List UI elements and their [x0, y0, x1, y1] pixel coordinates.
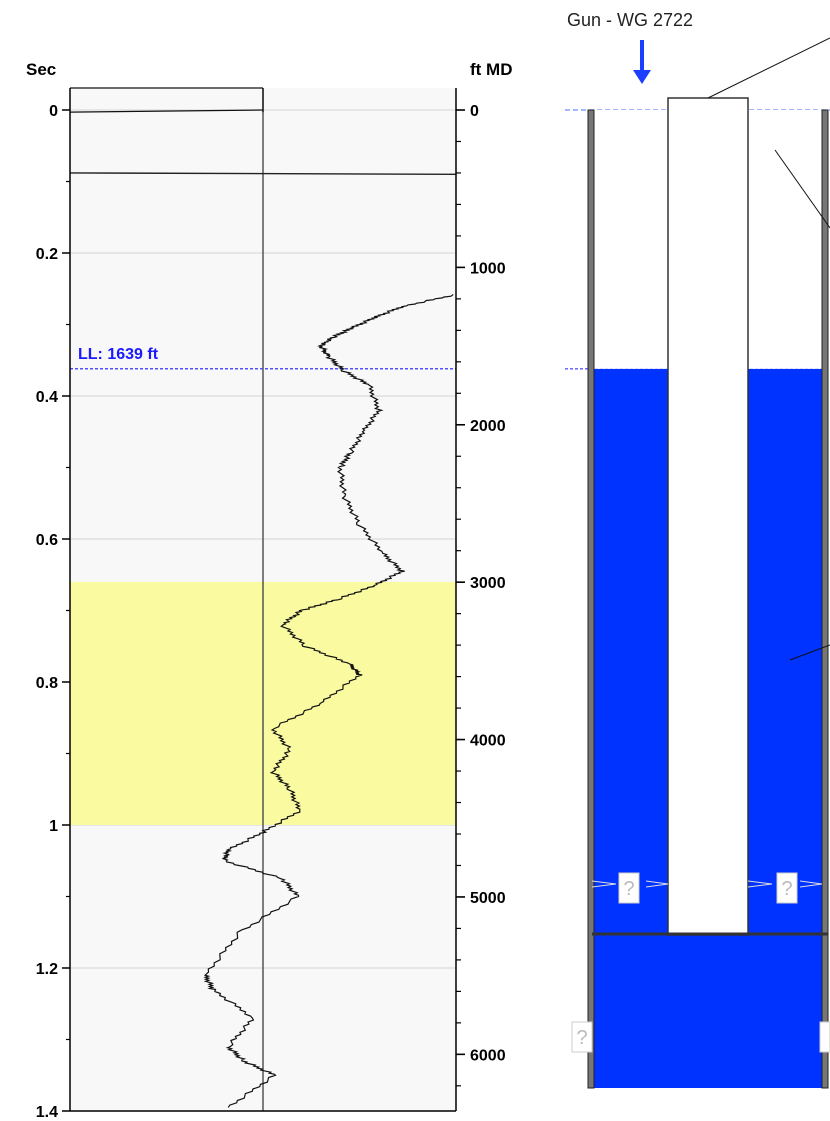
marker-wire: [799, 880, 823, 885]
gun-arrow-head: [633, 70, 651, 84]
right-tick-label: 4000: [470, 733, 506, 750]
right-tick-label: 0: [470, 103, 479, 120]
marker-wire: [591, 880, 617, 885]
casing-wall-right: [821, 109, 829, 1089]
callout-line: [707, 37, 830, 99]
unknown-marker: [618, 872, 640, 904]
left-tick-label: 0.4: [36, 389, 58, 406]
marker-wire: [799, 883, 823, 888]
trace-reflection-line: [69, 172, 457, 176]
left-tick-label: 1.4: [36, 1104, 58, 1121]
callout-line: [774, 149, 830, 229]
trace-initial-segment: [69, 109, 264, 113]
right-tick-label: 5000: [470, 890, 506, 907]
right-tick-label: 3000: [470, 575, 506, 592]
unknown-marker: [776, 872, 798, 904]
left-tick-label: 0: [49, 103, 58, 120]
gun-label: Gun - WG 2722: [567, 10, 694, 30]
left-tick-label: 0.8: [36, 675, 58, 692]
marker-wire: [747, 883, 773, 888]
unknown-marker-text: ?: [576, 1027, 587, 1049]
left-tick-label: 0.2: [36, 246, 58, 263]
unknown-marker-partial: [819, 1021, 830, 1053]
marker-wire: [591, 883, 617, 888]
right-tick-label: 1000: [470, 260, 506, 277]
unknown-marker: [571, 1021, 593, 1053]
marker-wire: [747, 880, 773, 885]
callout-line: [789, 644, 830, 661]
left-tick-label: 1: [49, 818, 58, 835]
marker-wire: [645, 883, 669, 888]
acoustic-trace: [203, 294, 454, 1108]
tubing: [667, 97, 749, 936]
casing-wall-left: [587, 109, 595, 1089]
unknown-marker-text: ?: [781, 878, 792, 900]
right-axis-title: ft MD: [470, 60, 513, 79]
right-tick-label: 6000: [470, 1047, 506, 1064]
right-tick-label: 2000: [470, 418, 506, 435]
left-axis-title: Sec: [26, 60, 57, 79]
marker-wire: [645, 880, 669, 885]
unknown-marker-text: ?: [623, 878, 634, 900]
left-tick-label: 1.2: [36, 961, 58, 978]
left-tick-label: 0.6: [36, 532, 58, 549]
liquid-level-label: LL: 1639 ft: [78, 346, 159, 363]
